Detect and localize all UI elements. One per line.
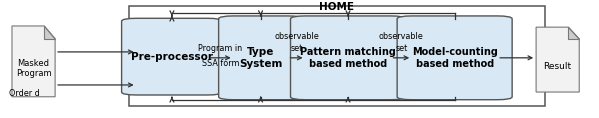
Text: Pattern matching
based method: Pattern matching based method bbox=[300, 47, 396, 69]
Text: Type
System: Type System bbox=[239, 47, 282, 69]
FancyBboxPatch shape bbox=[291, 16, 406, 100]
Text: Pre-processor: Pre-processor bbox=[131, 52, 213, 62]
Text: Masked
Program: Masked Program bbox=[16, 59, 52, 78]
Text: set: set bbox=[395, 44, 407, 53]
FancyBboxPatch shape bbox=[219, 16, 302, 100]
Text: observable: observable bbox=[379, 32, 423, 41]
Text: SSA form: SSA form bbox=[202, 59, 239, 68]
Text: Result: Result bbox=[544, 62, 571, 71]
Text: HOME: HOME bbox=[319, 2, 354, 12]
FancyBboxPatch shape bbox=[397, 16, 512, 100]
Text: Order d: Order d bbox=[9, 88, 40, 97]
Text: set: set bbox=[291, 44, 302, 53]
Text: Model-counting
based method: Model-counting based method bbox=[412, 47, 498, 69]
Polygon shape bbox=[12, 26, 55, 97]
Polygon shape bbox=[44, 26, 55, 39]
Text: observable: observable bbox=[274, 32, 319, 41]
Polygon shape bbox=[536, 27, 579, 92]
FancyBboxPatch shape bbox=[122, 18, 222, 95]
Polygon shape bbox=[568, 27, 579, 39]
Text: Program in: Program in bbox=[198, 44, 243, 53]
